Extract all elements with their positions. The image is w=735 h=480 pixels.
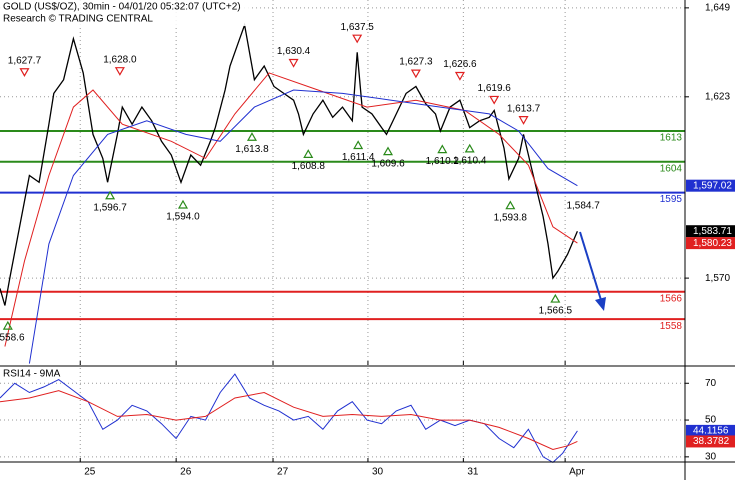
- high-label: 1,619.6: [477, 83, 511, 94]
- last-value-label: 1,580.23: [693, 238, 732, 249]
- low-label: 1,610.2: [426, 156, 460, 167]
- chart-subtitle: Research © TRADING CENTRAL: [3, 14, 153, 25]
- low-label: 1,608.8: [292, 161, 326, 172]
- high-label: 1,630.4: [277, 46, 311, 57]
- level-label: 1558: [660, 321, 683, 332]
- low-label: 1,610.4: [453, 156, 487, 167]
- high-marker: [518, 116, 529, 125]
- x-tick-label: 27: [277, 467, 289, 478]
- low-marker: [505, 200, 516, 210]
- low-label: 1,594.0: [166, 212, 200, 223]
- high-marker: [114, 67, 125, 76]
- level-label: 1604: [660, 163, 683, 174]
- note-label: 1,584.7: [566, 200, 600, 211]
- low-label: 1,593.8: [494, 212, 528, 223]
- last-value-label: 38.3782: [693, 436, 730, 447]
- level-label: 1566: [660, 293, 683, 304]
- low-marker: [105, 190, 116, 200]
- low-marker: [382, 146, 394, 156]
- low-marker: [464, 143, 475, 153]
- y-tick-label: 1,649: [705, 3, 730, 14]
- y-tick-label: 1,623: [705, 91, 730, 102]
- y-tick-label: 30: [705, 451, 717, 462]
- high-label: 1,628.0: [103, 54, 137, 65]
- level-label: 1595: [660, 194, 683, 205]
- last-value-box: [686, 424, 735, 437]
- low-label: 1,566.5: [539, 306, 573, 317]
- x-tick-label: 25: [84, 467, 96, 478]
- high-label: 1,627.7: [8, 55, 42, 66]
- y-tick-label: 50: [705, 415, 717, 426]
- y-tick-label: 70: [705, 378, 717, 389]
- last-value-label: 1,597.02: [693, 180, 732, 191]
- y-tick-label: 1,570: [705, 273, 730, 284]
- last-value-box: [686, 179, 735, 192]
- last-value-box: [686, 225, 735, 238]
- low-marker: [437, 144, 448, 154]
- high-label: 1,613.7: [507, 103, 541, 114]
- series-line: [0, 390, 578, 451]
- low-label: 1,613.8: [235, 144, 269, 155]
- chart-title: GOLD (US$/OZ), 30min - 04/01/20 05:32:07…: [3, 2, 241, 13]
- x-tick-label: 26: [180, 467, 192, 478]
- title-backdrop: [0, 0, 250, 26]
- low-marker: [550, 293, 561, 303]
- high-marker: [19, 68, 30, 77]
- series-line: [4, 72, 578, 347]
- low-marker: [246, 132, 258, 141]
- high-marker: [410, 69, 421, 79]
- last-value-label: 44.1156: [693, 426, 729, 437]
- high-marker: [454, 71, 465, 81]
- high-label: 1,637.5: [340, 22, 374, 33]
- low-label: 1,609.6: [371, 158, 405, 169]
- high-marker: [489, 95, 500, 105]
- low-marker: [2, 320, 13, 330]
- high-label: 1,626.6: [443, 59, 477, 70]
- low-label: 1,611.4: [342, 152, 375, 163]
- x-tick-label: 31: [467, 467, 479, 478]
- high-label: 1,627.3: [399, 57, 433, 68]
- high-marker: [352, 34, 363, 44]
- last-value-box: [686, 435, 735, 448]
- low-marker: [177, 199, 189, 209]
- x-tick-label: Apr: [569, 467, 585, 478]
- low-label: 1,558.6: [0, 333, 25, 344]
- series-line: [0, 373, 578, 464]
- projection-arrow-head: [595, 297, 606, 311]
- high-marker: [288, 58, 299, 68]
- low-marker: [303, 149, 314, 158]
- last-value-box: [686, 237, 735, 250]
- projection-arrow: [579, 231, 602, 301]
- low-marker: [353, 140, 364, 150]
- level-label: 1613: [660, 133, 683, 144]
- low-label: 1,596.7: [93, 202, 127, 213]
- rsi-title: RSI14 - 9MA: [3, 369, 61, 380]
- last-value-label: 1,583.71: [693, 226, 732, 237]
- series-line: [28, 89, 578, 364]
- x-tick-label: 30: [372, 467, 384, 478]
